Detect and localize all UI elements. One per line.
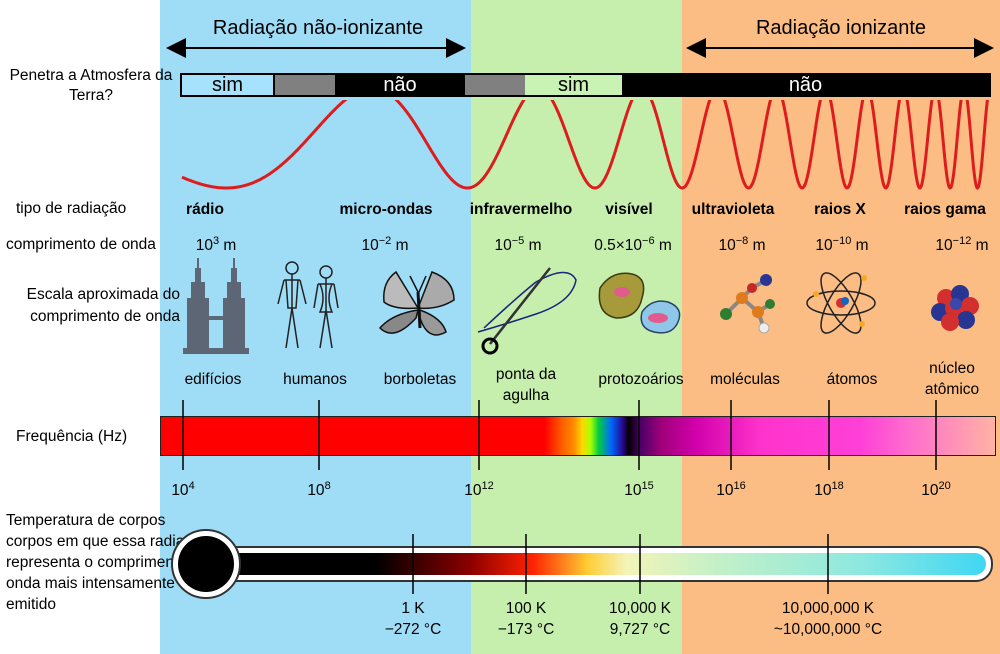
humans-icon: [277, 261, 339, 349]
temp-100k: 100 K −173 °C: [497, 600, 555, 638]
buildings-icon: [183, 258, 249, 354]
wavelength-xrays: 10−10 m: [815, 235, 869, 255]
wavelength-infrared: 10−5 m: [494, 235, 542, 255]
scale-nucleus: núcleo atômico: [924, 360, 980, 398]
temp-1k: 1 K −272 °C: [384, 600, 442, 638]
scale-needle-point: ponta da agulha: [495, 366, 557, 404]
header-arrows: [166, 38, 994, 58]
wavelength-label: comprimento de onda: [6, 236, 156, 253]
wavelength-gamma: 10−12 m: [935, 235, 989, 255]
atmosphere-segment-sim-1: sim: [182, 75, 273, 95]
type-infrared: infravermelho: [469, 201, 573, 218]
molecule-icon: [720, 274, 775, 334]
wavelength-radio: 103 m: [195, 235, 237, 255]
temp-10000000k: 10,000,000 K ~10,000,000 °C: [773, 600, 883, 638]
freq-label-18: 1018: [814, 480, 844, 500]
scale-label: Escala aproximada do comprimento de onda: [26, 286, 180, 325]
freq-label-15: 1015: [624, 480, 654, 500]
radiation-type-label: tipo de radiação: [16, 200, 127, 217]
atmosphere-segment-nao-2: não: [788, 74, 823, 96]
wavelength-visible: 0.5×10−6 m: [594, 235, 672, 255]
type-ultraviolet: ultravioleta: [691, 201, 775, 218]
wavelength-microwaves: 10−2 m: [361, 235, 409, 255]
atmosphere-segment-nao-1: não: [383, 74, 417, 96]
frequency-spectrum-bar: [160, 416, 996, 456]
freq-label-8: 108: [307, 480, 331, 500]
wave-graphic: [181, 100, 989, 190]
thermometer: [171, 529, 993, 599]
scale-molecules: moléculas: [710, 371, 780, 388]
freq-label-16: 1016: [716, 480, 746, 500]
scale-atoms: átomos: [826, 371, 878, 388]
nucleus-icon: [931, 285, 979, 331]
atmosphere-label: Penetra a Atmosfera da Terra?: [9, 67, 173, 104]
freq-label-12: 1012: [464, 480, 494, 500]
type-microwaves: micro-ondas: [339, 201, 433, 218]
wavelength-ultraviolet: 10−8 m: [718, 235, 766, 255]
protozoa-icon: [598, 272, 681, 334]
needle-icon: [477, 267, 577, 355]
wave-path: [181, 100, 989, 190]
butterfly-icon: [378, 270, 455, 336]
atom-icon: [806, 272, 876, 334]
nonionizing-title: Radiação não-ionizante: [212, 17, 424, 39]
atmosphere-segment-gray-1: [275, 75, 335, 95]
atmosphere-segment-sim-2: sim: [525, 75, 622, 95]
freq-label-4: 104: [171, 480, 195, 500]
temperature-label: Temperatura de corpos corpos em que essa…: [6, 512, 210, 613]
scale-humans: humanos: [283, 371, 347, 388]
scale-protozoa: protozoários: [598, 371, 684, 388]
type-visible: visível: [605, 201, 653, 218]
frequency-label: Frequência (Hz): [16, 428, 128, 445]
type-radio: rádio: [186, 201, 224, 218]
frequency-ticks: [182, 400, 937, 470]
temp-10000k: 10,000 K 9,727 °C: [608, 600, 672, 638]
type-xrays: raios X: [814, 201, 866, 218]
type-gamma: raios gama: [904, 201, 986, 218]
ionizing-title: Radiação ionizante: [755, 17, 927, 39]
atmosphere-segment-gray-2: [465, 75, 525, 95]
freq-label-20: 1020: [921, 480, 951, 500]
scale-buildings: edifícios: [184, 371, 242, 388]
scale-butterflies: borboletas: [383, 371, 457, 388]
